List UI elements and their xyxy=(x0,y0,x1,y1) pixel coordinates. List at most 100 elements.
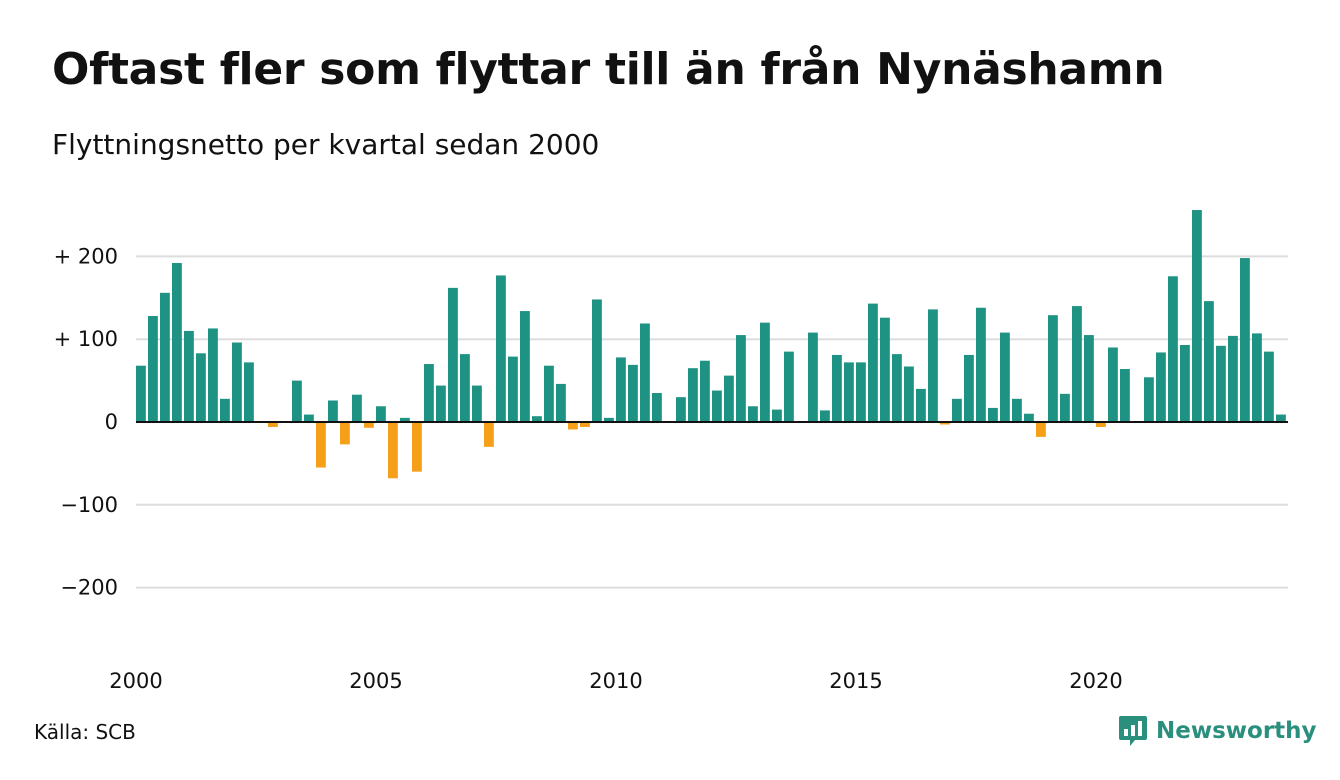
y-tick-label: −200 xyxy=(60,576,118,600)
bar xyxy=(1012,398,1022,422)
bar xyxy=(1060,393,1070,422)
bar xyxy=(1024,413,1034,422)
bar xyxy=(232,342,242,422)
bar xyxy=(1120,369,1130,422)
bar xyxy=(316,422,326,468)
bar xyxy=(700,360,710,422)
bar xyxy=(244,362,254,422)
bar xyxy=(376,406,386,422)
chart-title: Oftast fler som flyttar till än från Nyn… xyxy=(52,44,1165,95)
bar xyxy=(832,354,842,422)
bar xyxy=(184,330,194,422)
bar xyxy=(904,366,914,422)
bar xyxy=(712,390,722,422)
bar xyxy=(640,323,650,422)
bar xyxy=(196,353,206,422)
bar xyxy=(568,422,578,430)
bar xyxy=(916,388,926,422)
bar xyxy=(1072,306,1082,422)
bar xyxy=(988,407,998,422)
x-tick-label: 2005 xyxy=(349,669,402,693)
bar xyxy=(976,307,986,422)
bar xyxy=(1096,422,1106,427)
bar xyxy=(220,398,230,422)
y-tick-label: + 200 xyxy=(54,244,118,268)
bar xyxy=(136,365,146,422)
bar xyxy=(760,322,770,422)
bar xyxy=(496,275,506,422)
bar xyxy=(400,417,410,422)
bar xyxy=(1276,414,1286,422)
bar xyxy=(868,303,878,422)
bar xyxy=(1108,347,1118,422)
bar xyxy=(448,287,458,422)
bar xyxy=(436,385,446,422)
bar xyxy=(952,398,962,422)
bar xyxy=(460,354,470,422)
y-tick-label: −100 xyxy=(60,493,118,517)
brand-logo: Newsworthy xyxy=(1118,714,1317,748)
bar xyxy=(724,375,734,422)
bar xyxy=(520,311,530,422)
bar xyxy=(1192,210,1202,422)
bar xyxy=(580,422,590,427)
source-note: Källa: SCB xyxy=(34,720,136,744)
x-tick-label: 2015 xyxy=(829,669,882,693)
bar xyxy=(844,362,854,422)
bar xyxy=(856,362,866,422)
bar xyxy=(892,354,902,422)
bar xyxy=(1048,315,1058,422)
chart-subtitle: Flyttningsnetto per kvartal sedan 2000 xyxy=(52,128,600,161)
bar xyxy=(1168,276,1178,422)
bar xyxy=(652,393,662,422)
bar xyxy=(1264,351,1274,422)
bar xyxy=(544,365,554,422)
bar xyxy=(172,263,182,422)
bar xyxy=(736,335,746,422)
bar xyxy=(304,414,314,422)
bar xyxy=(592,299,602,422)
x-tick-label: 2020 xyxy=(1069,669,1122,693)
bar xyxy=(352,394,362,422)
bar xyxy=(628,364,638,422)
bar xyxy=(1144,377,1154,422)
bar xyxy=(880,317,890,422)
bar xyxy=(1204,301,1214,422)
bar xyxy=(484,422,494,447)
bar xyxy=(964,354,974,422)
bar xyxy=(148,316,158,422)
newsworthy-logo-icon xyxy=(1119,716,1147,746)
bar xyxy=(748,406,758,422)
bar xyxy=(928,309,938,422)
x-tick-label: 2010 xyxy=(589,669,642,693)
bar xyxy=(1252,333,1262,422)
bar xyxy=(364,422,374,428)
bar xyxy=(688,368,698,422)
bar xyxy=(388,422,398,479)
bar xyxy=(424,364,434,422)
bar xyxy=(1240,258,1250,422)
x-tick-label: 2000 xyxy=(109,669,162,693)
bar xyxy=(508,356,518,422)
bars xyxy=(136,210,1286,479)
gridlines xyxy=(136,255,1288,589)
bar xyxy=(1036,422,1046,437)
bar xyxy=(412,422,422,472)
y-tick-label: 0 xyxy=(105,410,118,434)
bar xyxy=(160,292,170,422)
brand-name: Newsworthy xyxy=(1156,718,1317,744)
bar xyxy=(532,416,542,422)
bar xyxy=(1216,345,1226,422)
bar xyxy=(940,422,950,425)
bar xyxy=(676,397,686,422)
bar xyxy=(340,422,350,445)
bar xyxy=(604,417,614,422)
bar xyxy=(784,351,794,422)
y-tick-label: + 100 xyxy=(54,327,118,351)
bar xyxy=(1180,345,1190,422)
bar xyxy=(820,410,830,422)
bar xyxy=(1156,352,1166,422)
bar xyxy=(208,328,218,422)
axes: + 200 + 100 0 −100 −200 2000 2005 2010 2015 2020 xyxy=(54,244,1288,693)
